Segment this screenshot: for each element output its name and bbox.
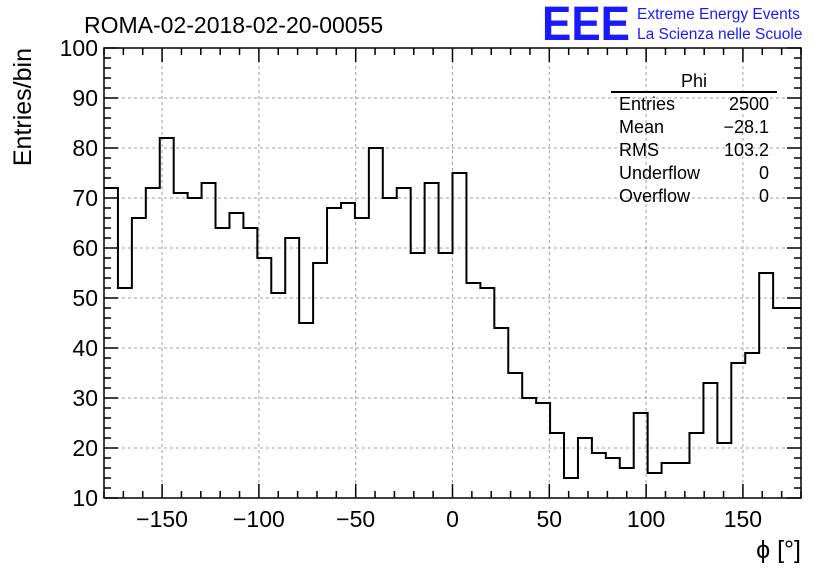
eee-logo: EEE [542, 0, 630, 51]
y-axis-title: Entries/bin [9, 48, 37, 166]
x-tick-label: 150 [724, 506, 762, 532]
stats-row-value: −28.1 [723, 117, 769, 137]
stats-row-label: Overflow [619, 186, 691, 206]
stats-row-value: 103.2 [724, 140, 769, 160]
stats-row-value: 2500 [729, 94, 769, 114]
y-tick-label: 60 [72, 235, 98, 261]
y-tick-labels: 10 20 30 40 50 60 70 80 90 100 [60, 35, 98, 511]
x-tick-labels: −150 −100 −50 0 50 100 150 [136, 506, 762, 532]
stats-row-label: Underflow [619, 163, 701, 183]
run-title: ROMA-02-2018-02-20-00055 [84, 12, 383, 38]
logo-line-1: Extreme Energy Events [637, 6, 800, 23]
stats-row-label: Entries [619, 94, 675, 114]
x-axis-title: ϕ [°] [756, 536, 801, 564]
y-tick-label: 50 [72, 285, 98, 311]
y-tick-label: 100 [60, 35, 98, 61]
y-tick-label: 70 [72, 185, 98, 211]
stats-row-label: Mean [619, 117, 664, 137]
x-tick-label: −150 [136, 506, 188, 532]
axis-ticks [103, 47, 802, 499]
y-tick-label: 20 [72, 435, 98, 461]
y-tick-label: 30 [72, 385, 98, 411]
grid-lines [104, 48, 801, 498]
x-tick-label: 50 [537, 506, 563, 532]
x-tick-label: −100 [233, 506, 285, 532]
stats-row-value: 0 [759, 186, 769, 206]
x-tick-label: −50 [336, 506, 375, 532]
y-tick-label: 90 [72, 85, 98, 111]
y-tick-label: 10 [72, 485, 98, 511]
x-tick-label: 0 [446, 506, 459, 532]
y-tick-label: 80 [72, 135, 98, 161]
stats-box: Phi Entries 2500 Mean −28.1 RMS 103.2 Underflo… [611, 71, 777, 206]
stats-title: Phi [681, 71, 707, 91]
histogram-step-line [104, 137, 801, 479]
y-tick-label: 40 [72, 335, 98, 361]
stats-row-value: 0 [759, 163, 769, 183]
stats-row-label: RMS [619, 140, 659, 160]
x-tick-label: 100 [627, 506, 665, 532]
logo-line-2: La Scienza nelle Scuole [637, 26, 802, 43]
